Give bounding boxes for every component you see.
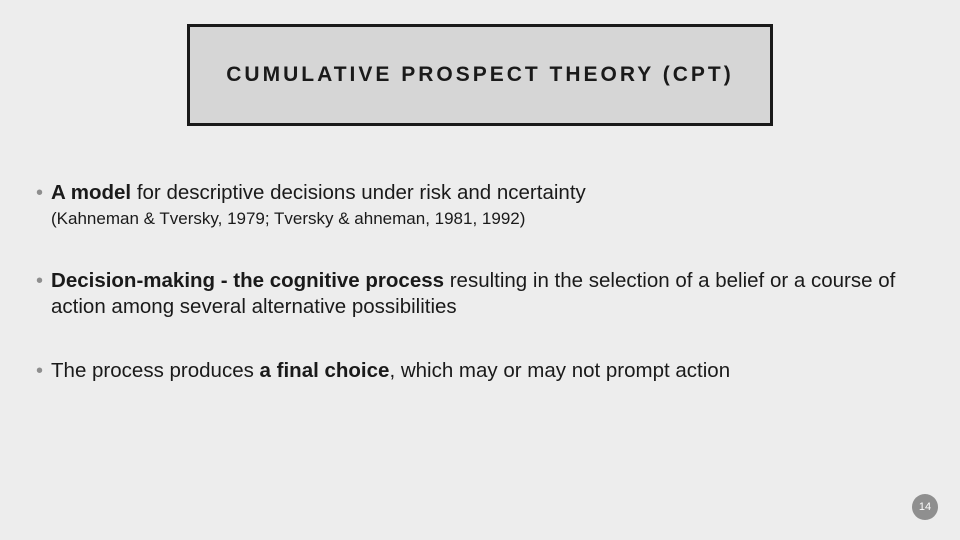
bullet-text: A model for descriptive decisions under … [51, 180, 924, 206]
bullet-body: A model for descriptive decisions under … [51, 180, 924, 230]
title-box: CUMULATIVE PROSPECT THEORY (CPT) [187, 24, 773, 126]
page-number-badge: 14 [912, 494, 938, 520]
bullet-item: • The process produces a final choice, w… [36, 358, 924, 384]
bullet-body: Decision-making - the cognitive process … [51, 268, 924, 320]
bullet-citation: (Kahneman & Tversky, 1979; Tversky & ahn… [51, 208, 924, 230]
page-number: 14 [919, 501, 931, 513]
bullet-dot-icon: • [36, 358, 43, 384]
bullet-dot-icon: • [36, 180, 43, 206]
bullet-dot-icon: • [36, 268, 43, 294]
bullet-item: • Decision-making - the cognitive proces… [36, 268, 924, 320]
slide-title: CUMULATIVE PROSPECT THEORY (CPT) [226, 63, 733, 87]
bullet-text: The process produces a final choice, whi… [51, 358, 924, 384]
content-area: • A model for descriptive decisions unde… [36, 180, 924, 422]
bullet-text: Decision-making - the cognitive process … [51, 268, 924, 320]
bullet-item: • A model for descriptive decisions unde… [36, 180, 924, 230]
bullet-body: The process produces a final choice, whi… [51, 358, 924, 384]
